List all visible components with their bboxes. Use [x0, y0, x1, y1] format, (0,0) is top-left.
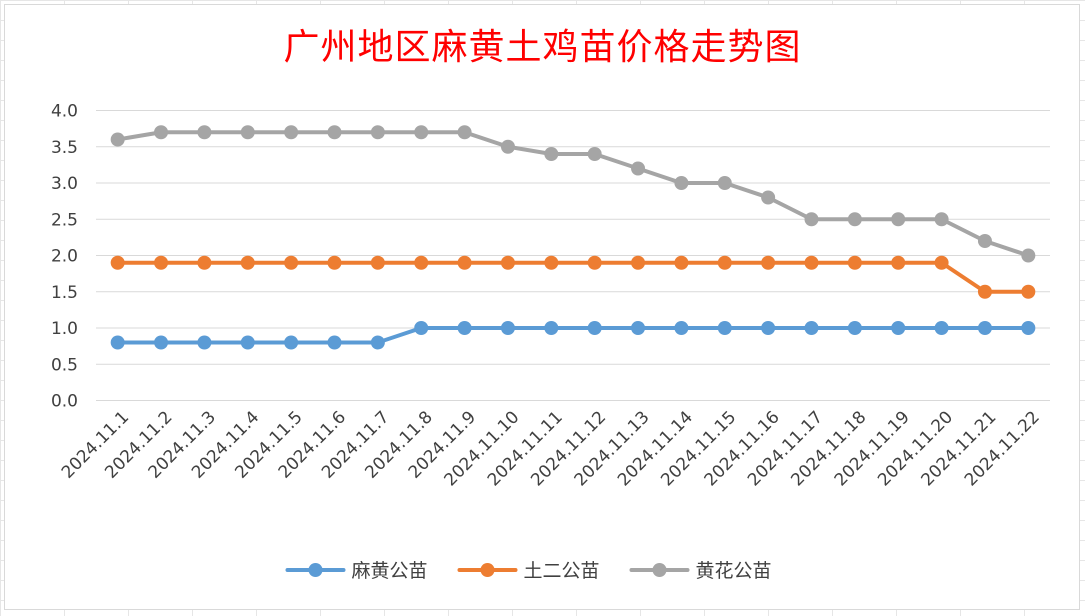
data-point — [110, 335, 125, 350]
data-point — [891, 321, 906, 335]
data-point — [370, 255, 385, 270]
data-point — [804, 321, 819, 335]
data-point — [891, 212, 906, 227]
data-point — [674, 255, 689, 270]
data-point — [717, 321, 732, 335]
data-point — [847, 321, 862, 335]
data-point — [587, 147, 602, 161]
data-point — [500, 139, 515, 154]
y-tick-label: 1.0 — [51, 319, 78, 339]
y-tick-label: 3.0 — [51, 174, 78, 194]
data-point — [154, 335, 169, 350]
data-point — [891, 255, 906, 270]
y-tick-label: 2.5 — [51, 210, 78, 230]
data-point — [197, 125, 212, 140]
data-point — [674, 321, 689, 335]
data-point — [977, 234, 992, 248]
data-point — [587, 321, 602, 335]
data-point — [197, 255, 212, 270]
data-point — [934, 255, 949, 270]
data-point — [457, 321, 472, 335]
data-point — [544, 255, 559, 270]
data-point — [500, 255, 515, 270]
data-point — [804, 255, 819, 270]
legend-label: 麻黄公苗 — [352, 560, 428, 582]
data-point — [717, 255, 732, 270]
data-point — [414, 255, 429, 270]
data-point — [414, 321, 429, 335]
data-point — [457, 255, 472, 270]
data-point — [327, 335, 342, 350]
y-tick-label: 4.0 — [51, 102, 78, 122]
y-tick-label: 3.5 — [51, 138, 78, 158]
data-point — [240, 255, 255, 270]
data-point — [284, 335, 299, 350]
data-point — [1021, 248, 1036, 263]
series-line — [115, 326, 1031, 345]
data-point — [370, 125, 385, 140]
data-point — [327, 255, 342, 270]
data-point — [284, 255, 299, 270]
y-tick-label: 1.5 — [51, 283, 78, 303]
y-tick-label: 0.5 — [51, 355, 78, 375]
data-point — [110, 255, 125, 270]
data-point — [977, 321, 992, 335]
data-point — [544, 147, 559, 161]
data-point — [414, 125, 429, 140]
data-point — [934, 321, 949, 335]
data-point — [674, 176, 689, 190]
data-point — [154, 255, 169, 270]
y-tick-label: 2.0 — [51, 247, 78, 267]
data-point — [847, 255, 862, 270]
legend-swatch-marker — [480, 563, 495, 577]
chart-title: 广州地区麻黄土鸡苗价格走势图 — [283, 27, 802, 68]
legend-label: 黄花公苗 — [696, 560, 772, 582]
data-point — [761, 255, 776, 270]
data-point — [327, 125, 342, 140]
data-point — [197, 335, 212, 350]
legend-swatch-marker — [308, 563, 323, 577]
data-point — [154, 125, 169, 140]
y-tick-label: 0.0 — [51, 392, 78, 412]
series-line — [115, 130, 1031, 258]
data-point — [631, 161, 646, 176]
data-point — [934, 212, 949, 227]
data-point — [717, 176, 732, 190]
data-point — [1021, 284, 1036, 299]
data-point — [631, 321, 646, 335]
data-point — [847, 212, 862, 227]
data-point — [804, 212, 819, 227]
data-point — [977, 284, 992, 299]
data-point — [631, 255, 646, 270]
data-point — [284, 125, 299, 140]
legend-swatch-marker — [652, 563, 667, 577]
data-point — [110, 132, 125, 147]
data-point — [370, 335, 385, 350]
data-point — [500, 321, 515, 335]
series-line — [115, 260, 1031, 294]
data-point — [240, 125, 255, 140]
chart-area[interactable] — [4, 4, 1080, 610]
data-point — [761, 190, 776, 205]
data-point — [544, 321, 559, 335]
data-point — [457, 125, 472, 140]
legend-label: 土二公苗 — [524, 560, 600, 582]
data-point — [240, 335, 255, 350]
data-point — [587, 255, 602, 270]
data-point — [1021, 321, 1036, 335]
data-point — [761, 321, 776, 335]
